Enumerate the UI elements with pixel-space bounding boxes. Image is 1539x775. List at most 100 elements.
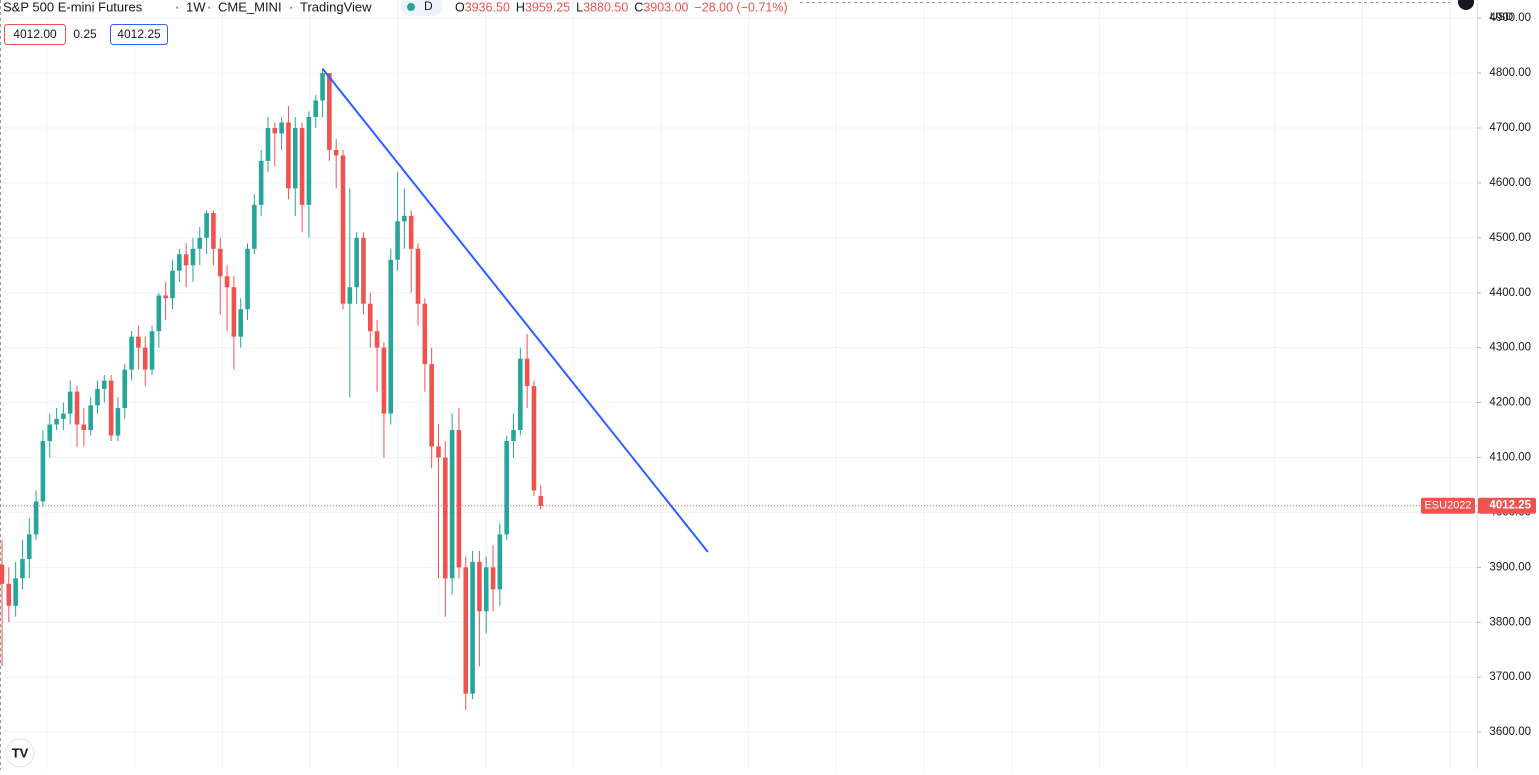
- separator: ·: [175, 0, 179, 14]
- ohlc-value: 3936.50: [465, 0, 510, 14]
- y-tick-label: 4100.00: [1489, 452, 1531, 464]
- interval: 1W: [186, 0, 206, 14]
- candle-body: [224, 276, 230, 288]
- y-tick-label: 4900.00: [1489, 12, 1531, 24]
- candle-body: [313, 100, 319, 117]
- y-tick-label: 3600.00: [1489, 726, 1531, 738]
- candle-body: [470, 561, 475, 694]
- logo-mark: TV: [12, 745, 29, 760]
- candle-body: [367, 303, 373, 332]
- ohlc-value: 3880.50: [583, 0, 628, 14]
- candle-body: [524, 358, 530, 387]
- ohlc-key: O: [455, 0, 465, 14]
- candle-body: [347, 287, 353, 304]
- ohlc-key: L: [576, 0, 583, 14]
- candle-body: [102, 380, 107, 389]
- candle-body: [354, 237, 359, 288]
- grid: [0, 0, 1477, 770]
- candle-body: [47, 424, 53, 442]
- symbol-label: ESU2022: [1424, 500, 1471, 512]
- separator: ·: [289, 0, 293, 14]
- candle-body: [231, 287, 237, 337]
- candle-body: [115, 408, 121, 436]
- candle-body: [177, 254, 182, 271]
- candle-body: [26, 534, 32, 560]
- candle-body: [327, 73, 332, 150]
- candle-body: [265, 127, 271, 161]
- candle-body: [483, 567, 489, 612]
- candle-body: [129, 336, 134, 370]
- candle-body: [422, 303, 428, 365]
- candle-body: [443, 457, 448, 579]
- candle-body: [381, 347, 387, 414]
- candle-body: [20, 559, 25, 579]
- last-price-label: 4012.25: [1489, 500, 1531, 512]
- trendline: [321, 68, 709, 553]
- candle-body: [477, 561, 482, 612]
- candle-body: [88, 405, 93, 431]
- ohlc-key: H: [516, 0, 525, 14]
- bid: 4012.00: [13, 27, 57, 41]
- candle-body: [33, 501, 39, 535]
- candle-body: [504, 441, 509, 535]
- candle-body: [204, 213, 209, 238]
- candle-body: [388, 259, 394, 414]
- spread: 0.25: [73, 27, 97, 41]
- candle-body: [408, 215, 414, 249]
- candle-body: [245, 248, 250, 310]
- candle-body: [286, 122, 291, 189]
- candle-body: [156, 295, 162, 332]
- candle-body: [13, 578, 18, 606]
- candle-body: [211, 213, 216, 249]
- candle-body: [74, 391, 80, 425]
- candle-body: [252, 204, 257, 249]
- ohlc-change: −28.00 (−0.71%): [695, 0, 788, 14]
- candle-body: [497, 534, 503, 590]
- status-letter: D: [424, 0, 433, 13]
- y-tick-label: 3900.00: [1489, 561, 1531, 573]
- settings-button[interactable]: [1458, 0, 1474, 10]
- candle-body: [449, 430, 455, 579]
- ask: 4012.25: [117, 27, 161, 41]
- candle-body: [518, 358, 523, 431]
- exchange: CME_MINI: [218, 0, 282, 14]
- ohlc-key: C: [634, 0, 643, 14]
- candle-body: [402, 215, 407, 222]
- y-tick-label: 4700.00: [1489, 122, 1531, 134]
- candle-body: [197, 237, 203, 249]
- candle-body: [142, 347, 148, 370]
- candle-body: [136, 336, 141, 348]
- separator: ·: [207, 0, 211, 14]
- candle-body: [361, 237, 366, 304]
- candle-body: [490, 567, 496, 590]
- bid-box[interactable]: [4, 24, 66, 45]
- source: TradingView: [300, 0, 372, 14]
- last-price-bg: [1478, 497, 1536, 514]
- currency: USD: [1490, 11, 1513, 23]
- candle-body: [306, 116, 312, 205]
- candle-body: [190, 248, 196, 266]
- candle-body: [81, 424, 87, 431]
- y-tick-label: 4400.00: [1489, 287, 1531, 299]
- y-tick-label: 4600.00: [1489, 177, 1531, 189]
- candle-body: [456, 430, 462, 568]
- candle-body: [429, 364, 434, 447]
- candle-body: [415, 248, 421, 304]
- candle-body: [272, 127, 278, 134]
- candle-body: [279, 122, 284, 134]
- y-tick-label: 4800.00: [1489, 67, 1531, 79]
- candle-body: [299, 127, 305, 205]
- logo-badge: [5, 738, 35, 768]
- candle-body: [531, 386, 537, 491]
- quote-boxes: 4012.00 0.25 4012.25: [4, 24, 168, 45]
- candle-body: [149, 331, 155, 370]
- candle-body: [292, 127, 298, 189]
- ask-box[interactable]: [110, 24, 168, 45]
- candle-body: [0, 564, 5, 584]
- symbol-label-bg: [1421, 497, 1475, 514]
- ohlc-value: 3903.00: [643, 0, 688, 14]
- candle-body: [395, 221, 400, 260]
- y-tick-label: 3700.00: [1489, 671, 1531, 683]
